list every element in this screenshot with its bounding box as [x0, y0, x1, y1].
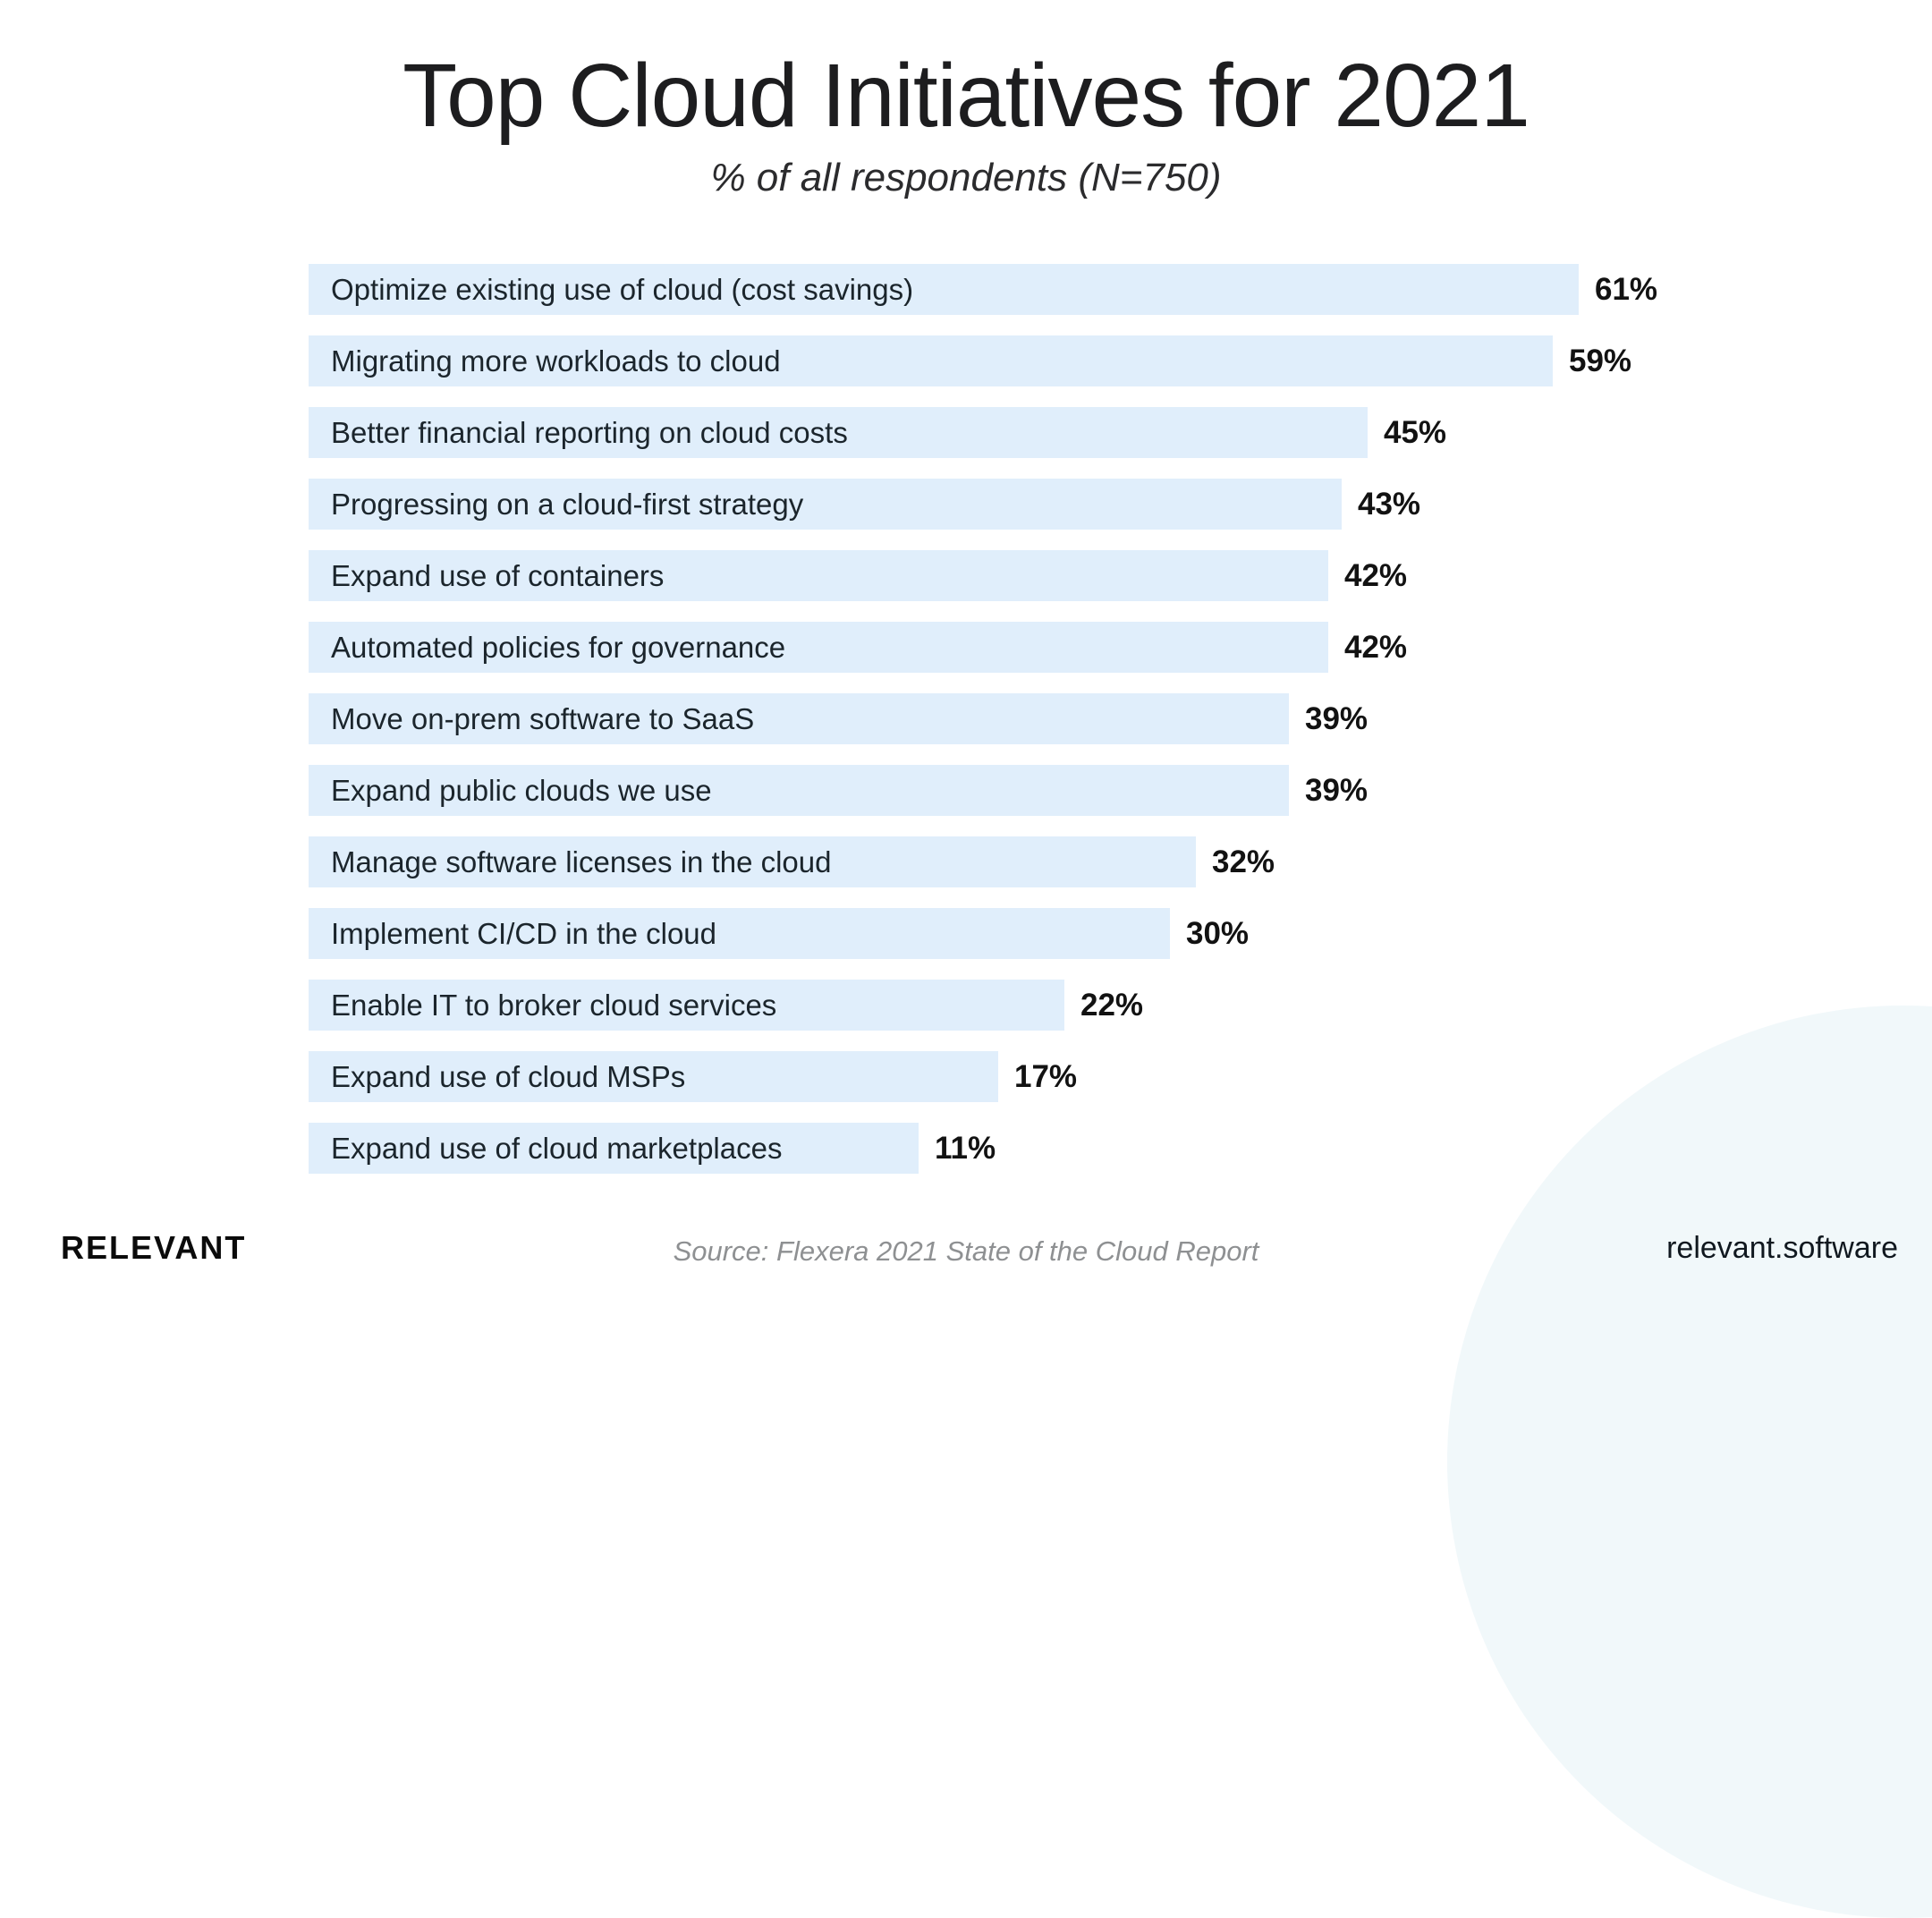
bar: Migrating more workloads to cloud [309, 335, 1553, 386]
bar: Move on-prem software to SaaS [309, 693, 1289, 744]
bar-category-label: Better financial reporting on cloud cost… [331, 415, 848, 449]
bar-category-label: Expand use of containers [331, 558, 665, 592]
bar-value-label: 30% [1186, 915, 1250, 951]
bar-category-label: Automated policies for governance [331, 630, 786, 664]
bar-category-label: Migrating more workloads to cloud [331, 344, 781, 378]
bar: Expand use of cloud marketplaces [309, 1123, 919, 1174]
chart-row: Expand use of cloud MSPs 17% [309, 1051, 1657, 1102]
bar: Optimize existing use of cloud (cost sav… [309, 264, 1579, 315]
bar-category-label: Enable IT to broker cloud services [331, 988, 777, 1022]
bar-value-label: 11% [935, 1130, 996, 1166]
bar-value-label: 42% [1344, 557, 1408, 593]
bar: Manage software licenses in the cloud [309, 836, 1196, 887]
bar-value-label: 32% [1212, 844, 1275, 879]
bar: Enable IT to broker cloud services [309, 980, 1064, 1031]
bar: Progressing on a cloud-first strategy [309, 479, 1342, 530]
chart-row: Expand public clouds we use 39% [309, 765, 1657, 816]
bar-category-label: Expand use of cloud MSPs [331, 1059, 686, 1093]
bar: Automated policies for governance [309, 622, 1328, 673]
chart-row: Implement CI/CD in the cloud 30% [309, 908, 1657, 959]
bar: Expand public clouds we use [309, 765, 1289, 816]
bar-value-label: 39% [1305, 700, 1368, 736]
source-attribution: Source: Flexera 2021 State of the Cloud … [673, 1235, 1259, 1267]
chart-row: Migrating more workloads to cloud 59% [309, 335, 1657, 386]
bar: Expand use of containers [309, 550, 1328, 601]
infographic-page: { "chart_data": { "type": "bar", "orient… [0, 48, 1932, 1918]
chart-row: Better financial reporting on cloud cost… [309, 407, 1657, 458]
chart-row: Progressing on a cloud-first strategy 43% [309, 479, 1657, 530]
bar-category-label: Optimize existing use of cloud (cost sav… [331, 272, 914, 306]
bar: Better financial reporting on cloud cost… [309, 407, 1368, 458]
relevant-logo: RELEVANT [61, 1229, 247, 1266]
bar-category-label: Manage software licenses in the cloud [331, 844, 832, 878]
chart-row: Expand use of cloud marketplaces 11% [309, 1123, 1657, 1174]
chart-row: Expand use of containers 42% [309, 550, 1657, 601]
chart-row: Optimize existing use of cloud (cost sav… [309, 264, 1657, 315]
page-subtitle: % of all respondents (N=750) [710, 156, 1222, 199]
website-url: relevant.software [1666, 1231, 1898, 1265]
bar: Implement CI/CD in the cloud [309, 908, 1170, 959]
bar-chart: Optimize existing use of cloud (cost sav… [309, 264, 1657, 1194]
bar-category-label: Expand public clouds we use [331, 773, 712, 807]
bar-category-label: Expand use of cloud marketplaces [331, 1131, 783, 1165]
bar-value-label: 45% [1384, 414, 1447, 450]
bar-category-label: Implement CI/CD in the cloud [331, 916, 717, 950]
page-title: Top Cloud Initiatives for 2021 [402, 46, 1530, 146]
bar: Expand use of cloud MSPs [309, 1051, 998, 1102]
chart-header: Top Cloud Initiatives for 2021 % of all … [0, 49, 1932, 200]
bar-value-label: 59% [1569, 343, 1632, 378]
bar-value-label: 61% [1595, 271, 1658, 307]
bar-value-label: 43% [1358, 486, 1421, 522]
bar-category-label: Progressing on a cloud-first strategy [331, 487, 804, 521]
chart-row: Manage software licenses in the cloud 32% [309, 836, 1657, 887]
bar-value-label: 22% [1080, 987, 1144, 1023]
bar-value-label: 42% [1344, 629, 1408, 665]
chart-row: Enable IT to broker cloud services 22% [309, 980, 1657, 1031]
chart-row: Automated policies for governance 42% [309, 622, 1657, 673]
bar-category-label: Move on-prem software to SaaS [331, 701, 755, 735]
bar-value-label: 39% [1305, 772, 1368, 808]
bar-value-label: 17% [1014, 1058, 1078, 1094]
chart-row: Move on-prem software to SaaS 39% [309, 693, 1657, 744]
